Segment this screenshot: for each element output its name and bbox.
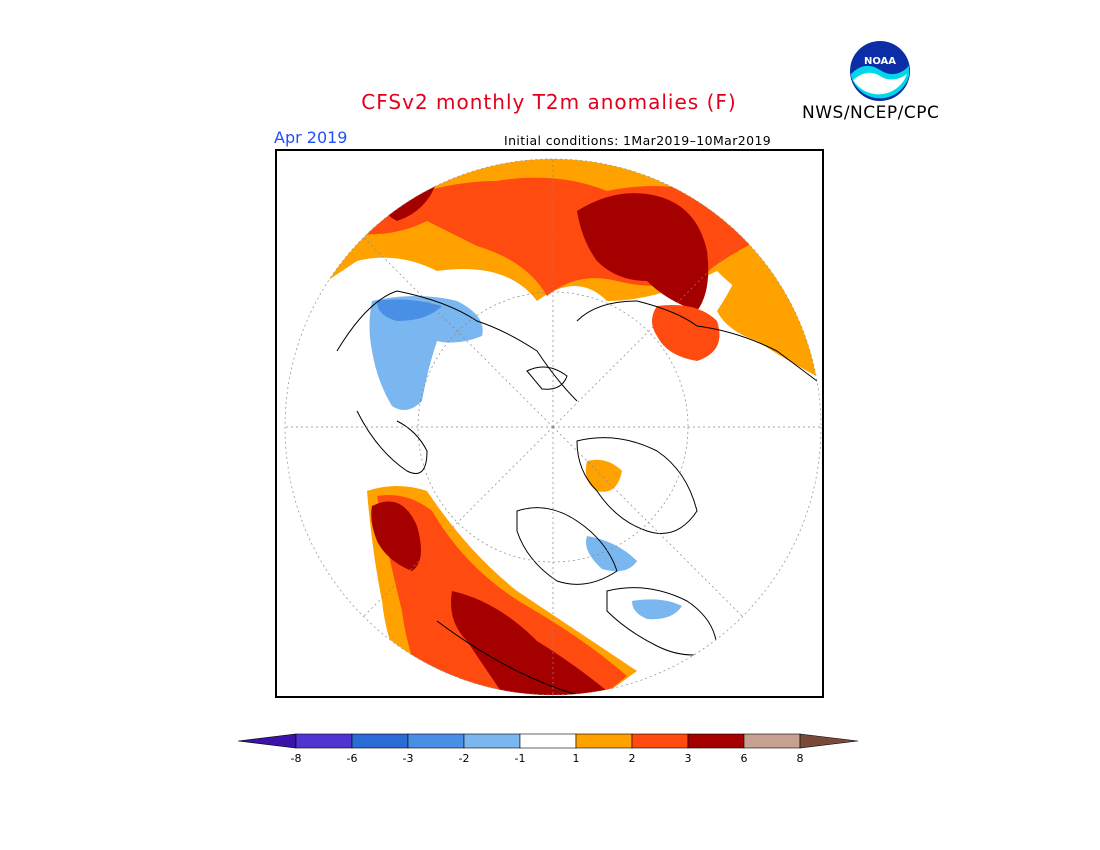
initial-conditions: Initial conditions: 1Mar2019–10Mar2019 [504,133,772,148]
colorbar-tick-label: -1 [514,752,526,765]
colorbar-box [463,733,521,749]
colorbar-arrow-low [238,733,297,749]
colorbar-box [631,733,689,749]
warm-spot-greenland [585,459,622,492]
colorbar-box [519,733,577,749]
cold-region-west [369,296,483,410]
svg-text:NOAA: NOAA [864,56,896,67]
cold-spot-canada [586,536,637,572]
colorbar-tick-label: 1 [572,752,580,765]
colorbar-tick-label: 8 [796,752,804,765]
cold-region-west-core [377,299,442,321]
forecast-month: Apr 2019 [274,128,348,147]
warm-region-east [717,251,821,381]
colorbar-box [407,733,465,749]
colorbar-box [295,733,353,749]
colorbar-box [575,733,633,749]
colorbar-tick-label: 3 [684,752,692,765]
colorbar-tick-label: -2 [458,752,470,765]
polar-map [275,149,824,698]
colorbar-arrow-high [799,733,859,749]
colorbar-tick-label: -6 [346,752,358,765]
graticule [285,159,821,695]
warm-region-south-mid [377,495,627,695]
colorbar-box [351,733,409,749]
colorbar-tick-label: -3 [402,752,414,765]
warm-region-south-core2 [451,591,607,695]
globe-edge [284,158,822,696]
colorbar [238,733,859,749]
colorbar-box [743,733,801,749]
chart-title: CFSv2 monthly T2m anomalies (F) [361,90,737,114]
colorbar-tick-label: 6 [740,752,748,765]
colorbar-tick-label: -8 [290,752,302,765]
agency-label: NWS/NCEP/CPC [802,103,940,123]
warm-region-east-mid [652,305,720,361]
warm-region-core-europe [577,193,709,311]
warm-region-south-core [371,501,421,571]
anomaly-map-svg [284,158,822,696]
cold-spot-hudson [632,599,682,620]
colorbar-tick-label: 2 [628,752,636,765]
noaa-logo: NOAA [850,41,910,101]
colorbar-box [687,733,745,749]
